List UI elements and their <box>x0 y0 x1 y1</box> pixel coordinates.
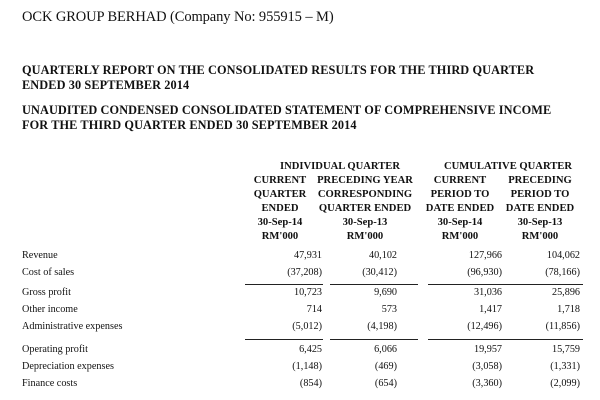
row-label: Other income <box>22 304 78 315</box>
cell-value: (654) <box>374 378 397 389</box>
table-row: Other income 714 573 1,417 1,718 <box>22 304 582 320</box>
cell-value: 1,417 <box>479 304 502 315</box>
cell-value: (1,148) <box>292 361 322 372</box>
row-label: Gross profit <box>22 287 71 298</box>
subtotal-rule <box>245 284 323 285</box>
column-header-line: 30-Sep-14 <box>437 217 483 228</box>
column-header-line: ENDED <box>261 203 299 214</box>
cell-value: 714 <box>306 304 322 315</box>
table-row: Gross profit 10,723 9,690 31,036 25,896 <box>22 287 582 303</box>
report-title-line-2: ENDED 30 SEPTEMBER 2014 <box>22 78 190 92</box>
row-label: Operating profit <box>22 344 88 355</box>
column-header-line: CURRENT <box>433 175 487 186</box>
cell-value: (2,099) <box>550 378 580 389</box>
cell-value: (30,412) <box>362 267 397 278</box>
column-header-line: 30-Sep-13 <box>342 217 388 228</box>
cell-value: (4,198) <box>367 321 397 332</box>
subtotal-rule <box>505 284 583 285</box>
column-header-line: RM'000 <box>441 231 479 242</box>
cell-value: 15,759 <box>551 344 580 355</box>
column-header-line: 30-Sep-13 <box>517 217 563 228</box>
cell-value: 6,066 <box>374 344 397 355</box>
column-header-line: PRECEDING <box>508 175 572 186</box>
table-row: Operating profit 6,425 6,066 19,957 15,7… <box>22 344 582 360</box>
column-header-line: PERIOD TO <box>510 189 570 200</box>
column-header-line: RM'000 <box>261 231 299 242</box>
cell-value: 573 <box>381 304 397 315</box>
company-name: OCK GROUP BERHAD (Company No: 955915 – M… <box>22 9 334 25</box>
cell-value: (854) <box>299 378 322 389</box>
individual-quarter-header: INDIVIDUAL QUARTER <box>279 161 400 172</box>
table-row: Finance costs (854) (654) (3,360) (2,099… <box>22 378 582 394</box>
column-header-line: PERIOD TO <box>430 189 490 200</box>
column-header-line: 30-Sep-14 <box>257 217 303 228</box>
column-header-preceding-quarter: PRECEDING YEAR CORRESPONDING QUARTER END… <box>310 174 420 244</box>
column-header-line: DATE ENDED <box>425 203 495 214</box>
table-row: Administrative expenses (5,012) (4,198) … <box>22 321 582 337</box>
column-header-line: DATE ENDED <box>505 203 575 214</box>
cell-value: (96,930) <box>467 267 502 278</box>
column-header-preceding-period: PRECEDING PERIOD TO DATE ENDED 30-Sep-13… <box>500 174 580 244</box>
row-label: Revenue <box>22 250 58 261</box>
column-header-line: RM'000 <box>521 231 559 242</box>
subtotal-rule <box>245 339 323 340</box>
cell-value: 10,723 <box>293 287 322 298</box>
cell-value: 40,102 <box>368 250 397 261</box>
report-title-line-1: QUARTERLY REPORT ON THE CONSOLIDATED RES… <box>22 63 535 77</box>
cell-value: (1,331) <box>550 361 580 372</box>
statement-title-line-2: FOR THE THIRD QUARTER ENDED 30 SEPTEMBER… <box>22 118 357 132</box>
column-header-line: CORRESPONDING <box>317 189 413 200</box>
report-title: QUARTERLY REPORT ON THE CONSOLIDATED RES… <box>22 63 534 93</box>
row-label: Administrative expenses <box>22 321 123 332</box>
column-header-current-quarter: CURRENT QUARTER ENDED 30-Sep-14 RM'000 <box>240 174 320 244</box>
table-row: Revenue 47,931 40,102 127,966 104,062 <box>22 250 582 266</box>
table-row: Cost of sales (37,208) (30,412) (96,930)… <box>22 267 582 283</box>
cell-value: (11,856) <box>545 321 580 332</box>
cell-value: (78,166) <box>545 267 580 278</box>
table-row: Depreciation expenses (1,148) (469) (3,0… <box>22 361 582 377</box>
subtotal-rule <box>428 284 506 285</box>
cell-value: 19,957 <box>473 344 502 355</box>
cell-value: (12,496) <box>467 321 502 332</box>
column-header-line: PRECEDING YEAR <box>317 175 413 186</box>
row-label: Finance costs <box>22 378 78 389</box>
subtotal-rule <box>505 339 583 340</box>
column-header-line: CURRENT <box>253 175 307 186</box>
statement-title-line-1: UNAUDITED CONDENSED CONSOLIDATED STATEME… <box>22 103 552 117</box>
cell-value: 31,036 <box>473 287 502 298</box>
cell-value: 9,690 <box>374 287 397 298</box>
cell-value: 1,718 <box>557 304 580 315</box>
column-header-line: QUARTER ENDED <box>318 203 412 214</box>
cell-value: (3,360) <box>472 378 502 389</box>
column-header-line: QUARTER <box>253 189 307 200</box>
column-header-current-period: CURRENT PERIOD TO DATE ENDED 30-Sep-14 R… <box>420 174 500 244</box>
cell-value: 47,931 <box>293 250 322 261</box>
subtotal-rule <box>330 339 418 340</box>
cumulative-quarter-header: CUMULATIVE QUARTER <box>443 161 573 172</box>
cell-value: 127,966 <box>468 250 502 261</box>
row-label: Depreciation expenses <box>22 361 114 372</box>
statement-title: UNAUDITED CONDENSED CONSOLIDATED STATEME… <box>22 103 551 133</box>
cell-value: (5,012) <box>292 321 322 332</box>
cell-value: (3,058) <box>472 361 502 372</box>
cell-value: (37,208) <box>287 267 322 278</box>
subtotal-rule <box>330 284 418 285</box>
cell-value: 104,062 <box>546 250 580 261</box>
row-label: Cost of sales <box>22 267 75 278</box>
column-header-line: RM'000 <box>346 231 384 242</box>
subtotal-rule <box>428 339 506 340</box>
cell-value: (469) <box>374 361 397 372</box>
cell-value: 25,896 <box>551 287 580 298</box>
cell-value: 6,425 <box>299 344 322 355</box>
